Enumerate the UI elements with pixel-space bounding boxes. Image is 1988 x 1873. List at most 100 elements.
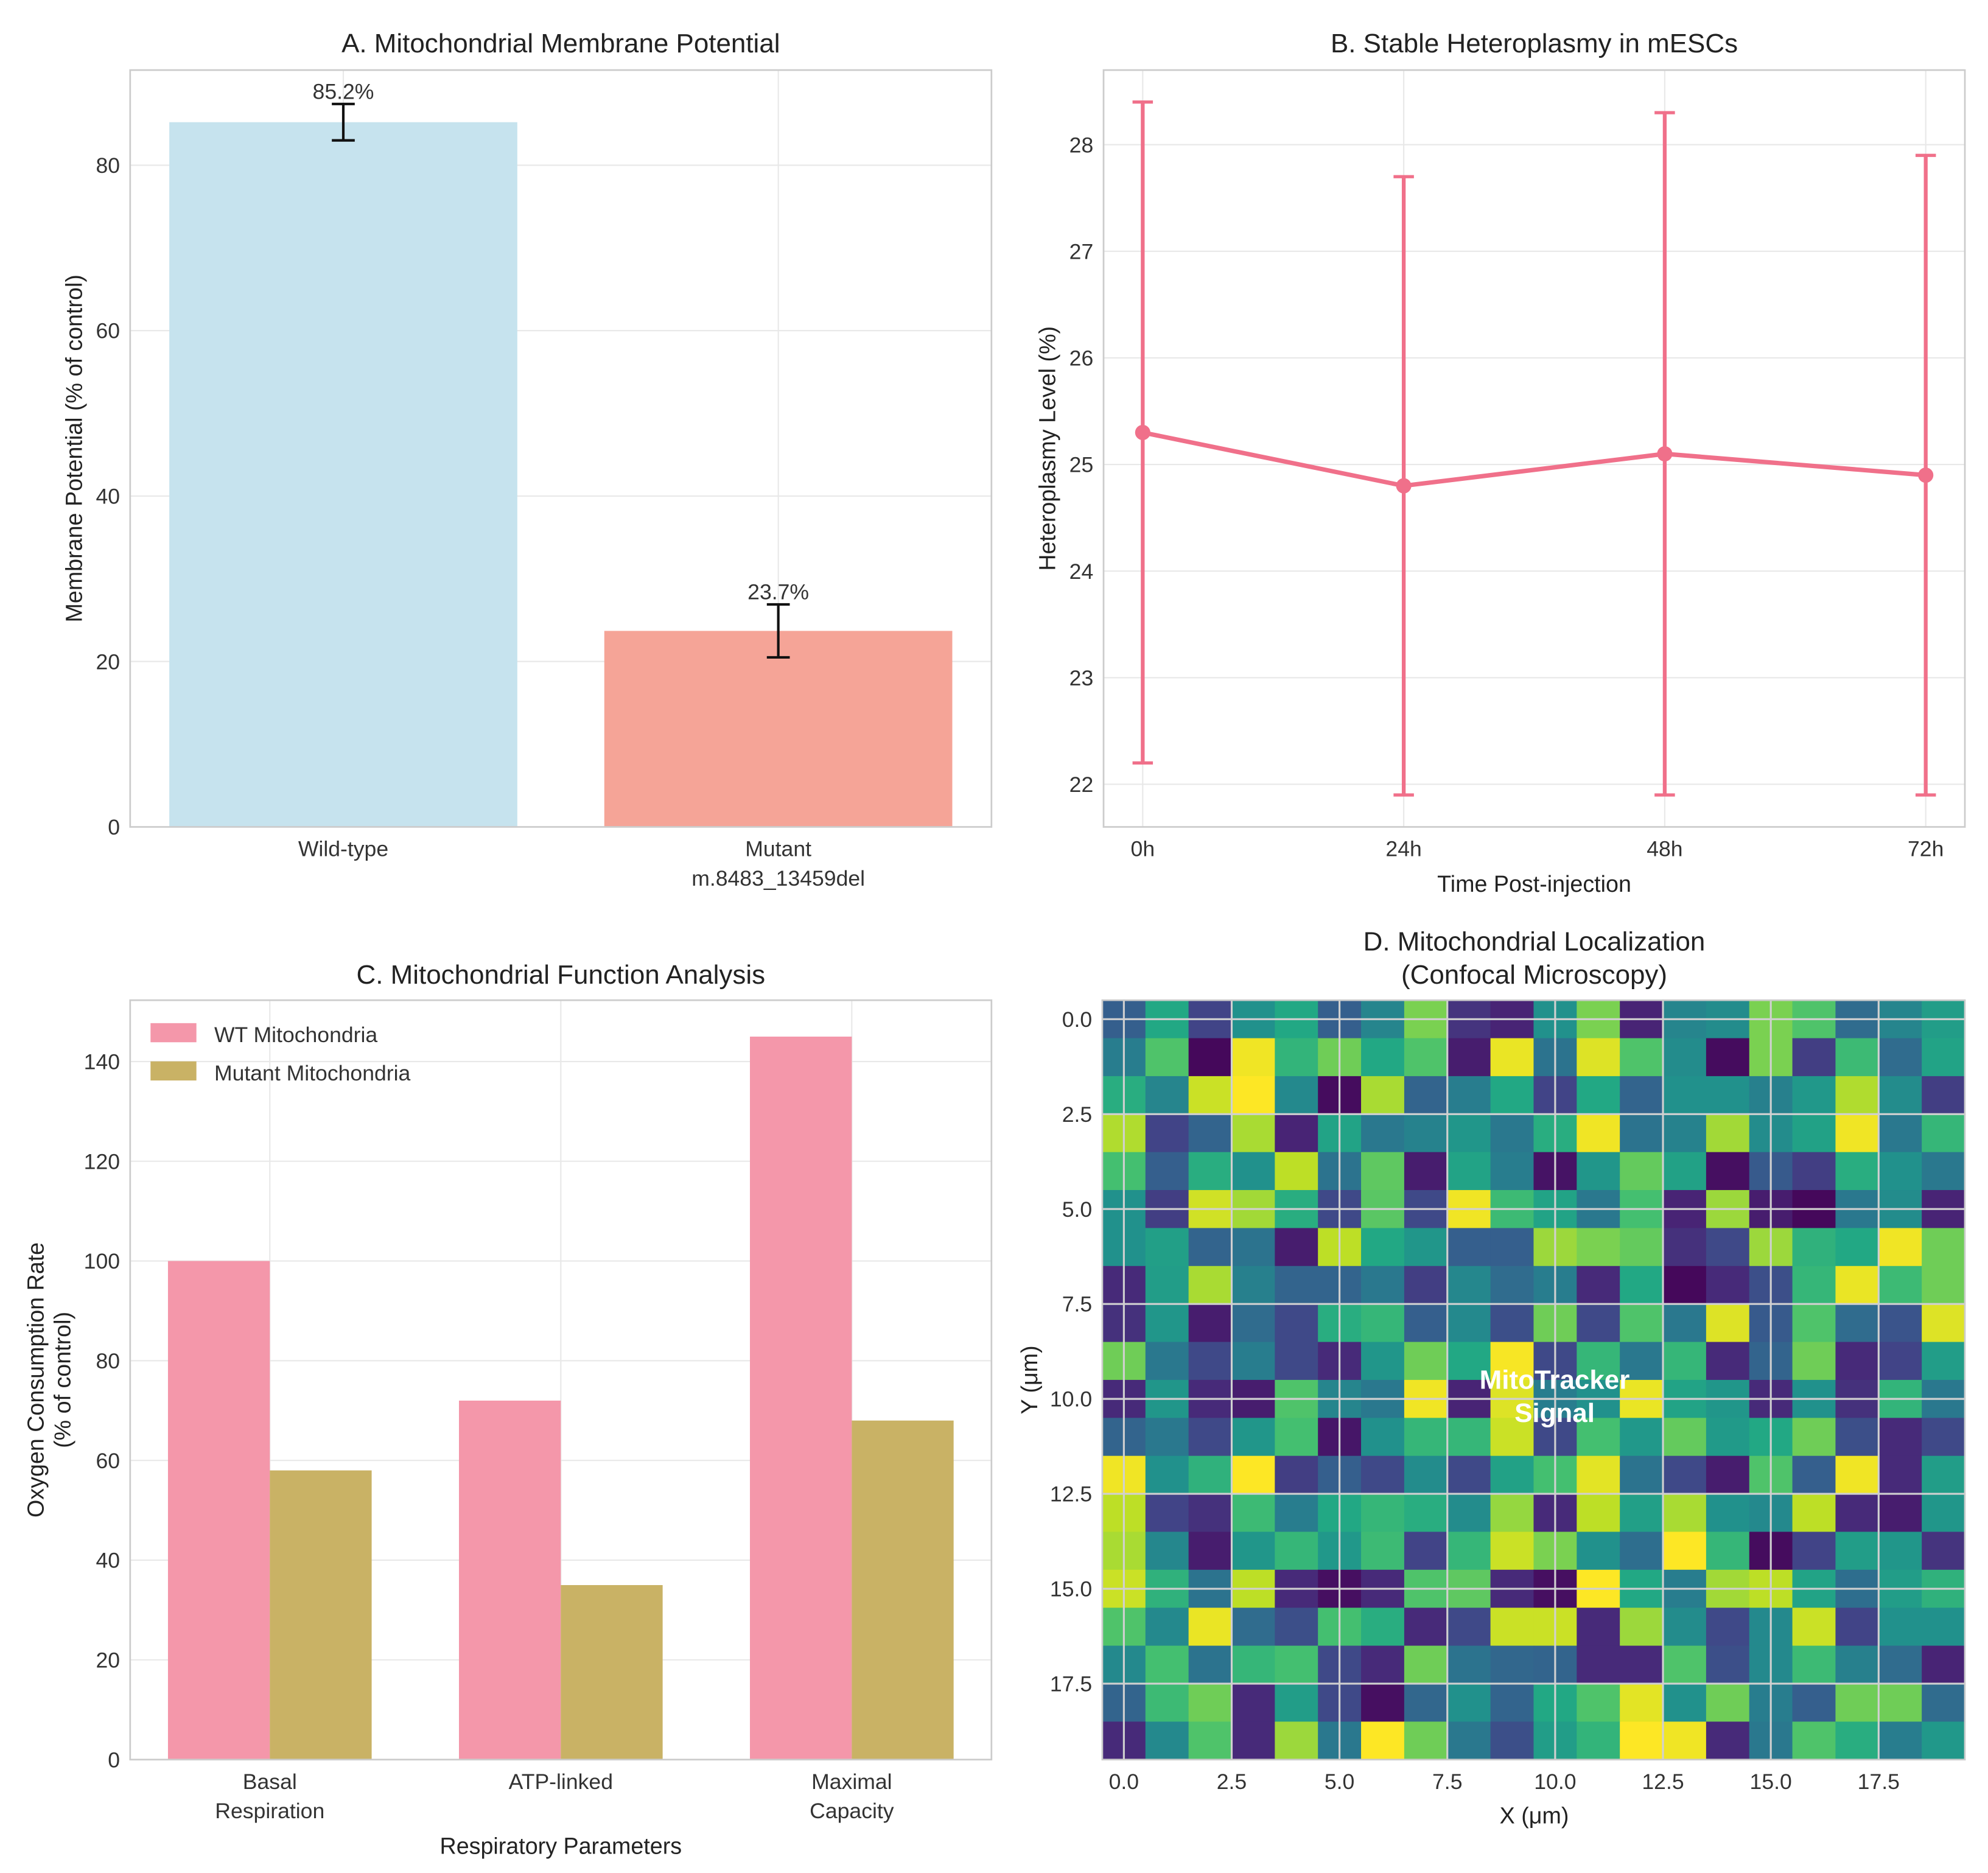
x-tick-label: 2.5 <box>1217 1770 1247 1794</box>
heatmap-cell <box>1490 1266 1535 1305</box>
heatmap-cell <box>1835 1455 1880 1495</box>
heatmap-cell <box>1188 1342 1233 1381</box>
x-tick-label: 5.0 <box>1325 1770 1354 1794</box>
heatmap-cell <box>1231 1304 1276 1343</box>
panel-b-xlabel: Time Post-injection <box>1437 871 1631 897</box>
heatmap-cell <box>1620 1266 1664 1305</box>
heatmap-cell <box>1275 1152 1319 1191</box>
heatmap-cell <box>1922 1455 1966 1495</box>
panel-c-plot: 0 20 40 60 80 100 120 140 Basal Respiration ATP-li… <box>84 999 993 1823</box>
y-tick-label: 20 <box>96 1648 120 1672</box>
heatmap-cell <box>1577 1608 1621 1647</box>
heatmap-cell <box>1447 1532 1491 1570</box>
heatmap-cell <box>1188 1721 1233 1760</box>
x-tick-label: 10.0 <box>1534 1770 1576 1794</box>
heatmap-cell <box>1490 1494 1535 1533</box>
heatmap-cell <box>1878 1342 1923 1381</box>
heatmap-cell <box>1188 1266 1233 1305</box>
heatmap-cell <box>1706 1532 1750 1570</box>
y-tick-label: 25 <box>1069 453 1094 477</box>
heatmap-cell <box>1145 1342 1189 1381</box>
y-tick-label: 24 <box>1069 559 1094 584</box>
heatmap-cell <box>1922 1608 1966 1647</box>
heatmap-cell <box>1706 1608 1750 1647</box>
heatmap-cell <box>1620 1152 1664 1191</box>
heatmap-cell <box>1404 1342 1448 1381</box>
heatmap-cell <box>1145 1038 1189 1077</box>
heatmap-cell <box>1577 1114 1621 1153</box>
heatmap-cell <box>1447 1228 1491 1267</box>
heatmap-cell <box>1145 1455 1189 1495</box>
bar-wt <box>167 1261 270 1760</box>
heatmap-cell <box>1490 1645 1535 1684</box>
heatmap-cell <box>1145 1608 1189 1647</box>
heatmap-cell <box>1835 1038 1880 1077</box>
y-tick-label: 80 <box>96 153 120 178</box>
heatmap-cell <box>1404 1683 1448 1723</box>
heatmap-cell <box>1620 1228 1664 1267</box>
heatmap-cell <box>1663 1076 1707 1115</box>
heatmap-cell <box>1878 1228 1923 1267</box>
heatmap-cell <box>1404 1038 1448 1077</box>
heatmap-cell <box>1275 1608 1319 1647</box>
heatmap-cell <box>1577 1418 1621 1457</box>
heatmap-cell <box>1835 1304 1880 1343</box>
heatmap-cell <box>1361 1721 1405 1760</box>
heatmap-cell <box>1835 1114 1880 1153</box>
heatmap-cell <box>1447 1683 1491 1723</box>
heatmap-cell <box>1663 1455 1707 1495</box>
data-label: 85.2% <box>313 79 374 103</box>
heatmap-cell <box>1145 1683 1189 1723</box>
heatmap-cell <box>1231 1076 1276 1115</box>
y-tick-label: 120 <box>84 1149 120 1174</box>
y-tick-label: 80 <box>96 1349 120 1373</box>
panel-b-ylabel: Heteroplasmy Level (%) <box>1034 326 1060 571</box>
heatmap-cell <box>1275 1683 1319 1723</box>
x-tick-label: Maximal <box>811 1770 892 1794</box>
heatmap-cell <box>1663 1228 1707 1267</box>
heatmap-cell <box>1706 1342 1750 1381</box>
heatmap-cell <box>1878 1418 1923 1457</box>
heatmap-cell <box>1663 1342 1707 1381</box>
panel-d-ylabel: Y (μm) <box>1017 1345 1042 1414</box>
heatmap-cell <box>1922 1076 1966 1115</box>
heatmap-cell <box>1361 1455 1405 1495</box>
panel-d-title-line2: (Confocal Microscopy) <box>1401 960 1667 990</box>
heatmap-cell <box>1878 1645 1923 1684</box>
heatmap-cell <box>1835 1721 1880 1760</box>
panel-a-title: A. Mitochondrial Membrane Potential <box>341 29 780 58</box>
heatmap-cell <box>1447 1038 1491 1077</box>
heatmap-cell <box>1922 1266 1966 1305</box>
heatmap-cell <box>1878 1608 1923 1647</box>
heatmap-cell <box>1145 1076 1189 1115</box>
legend-swatch <box>150 1023 197 1043</box>
heatmap-cell <box>1188 1152 1233 1191</box>
heatmap-cell <box>1361 1114 1405 1153</box>
heatmap-cell <box>1404 1455 1448 1495</box>
heatmap-cell <box>1663 1608 1707 1647</box>
heatmap-cell <box>1404 1418 1448 1457</box>
heatmap-cell <box>1361 1418 1405 1457</box>
y-tick-label: 0 <box>108 815 120 839</box>
heatmap-cell <box>1792 1342 1836 1381</box>
y-tick-label: 17.5 <box>1050 1672 1092 1696</box>
heatmap-cell <box>1490 1228 1535 1267</box>
x-tick-label: 0.0 <box>1109 1770 1139 1794</box>
heatmap-cell <box>1361 1608 1405 1647</box>
heatmap-cell <box>1577 1721 1621 1760</box>
heatmap-cell <box>1275 1038 1319 1077</box>
heatmap-cell <box>1663 1152 1707 1191</box>
heatmap-cell <box>1145 1228 1189 1267</box>
heatmap-cell <box>1620 1114 1664 1153</box>
heatmap-cell <box>1361 1038 1405 1077</box>
heatmap-cell <box>1145 1418 1189 1457</box>
heatmap-cell <box>1663 1532 1707 1570</box>
panel-c-xlabel: Respiratory Parameters <box>440 1833 682 1859</box>
heatmap-cell <box>1878 1266 1923 1305</box>
heatmap-cell <box>1188 1494 1233 1533</box>
heatmap-cell <box>1275 1228 1319 1267</box>
heatmap-cell <box>1706 1228 1750 1267</box>
bar-wt <box>750 1036 852 1760</box>
bar <box>604 631 953 827</box>
heatmap-cell <box>1835 1228 1880 1267</box>
